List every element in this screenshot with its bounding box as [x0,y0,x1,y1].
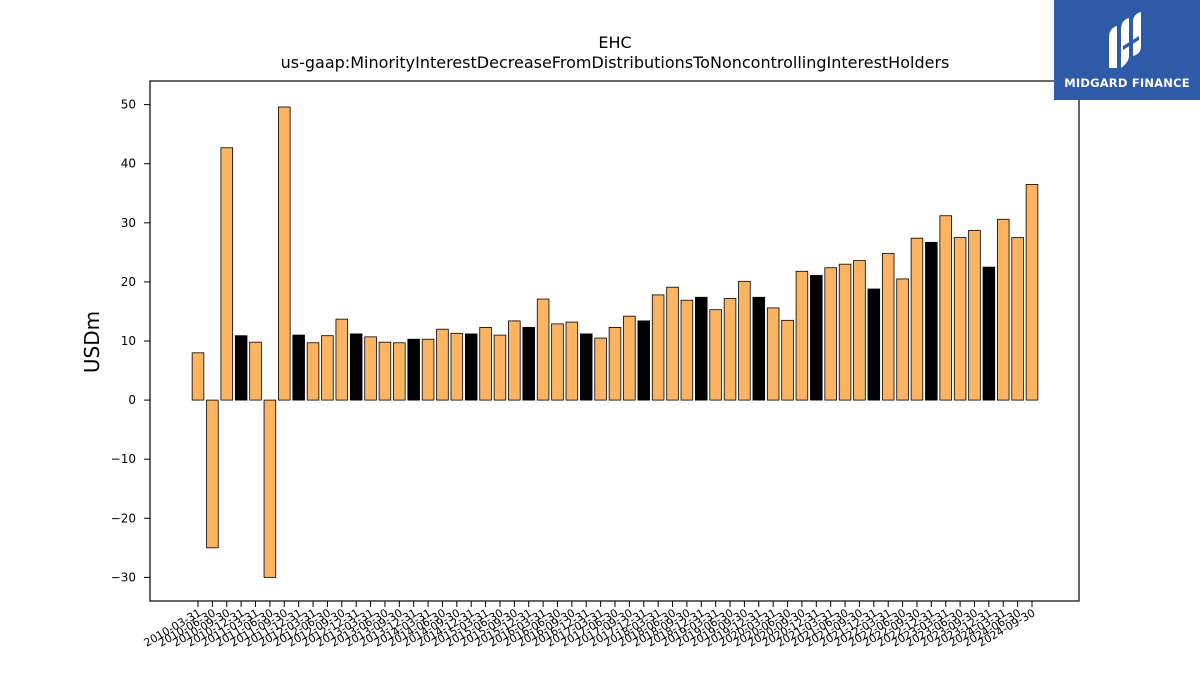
bar-2021-03-31 [824,267,837,401]
chart-title: EHC [598,33,631,52]
bar-2011-09-30 [278,106,291,401]
y-tick-label: −20 [111,511,136,525]
y-tick-label: 0 [128,393,136,407]
y-tick-label: 40 [121,157,136,171]
bar-2015-12-31 [522,327,535,401]
y-tick-label: −30 [111,570,136,584]
y-axis-label: USDm [80,311,104,373]
chart-subtitle: us-gaap:MinorityInterestDecreaseFromDist… [281,53,950,72]
bar-2011-03-31 [249,341,262,401]
bar-2015-03-31 [479,327,492,401]
y-tick-label: −10 [111,452,136,466]
bar-2014-03-31 [421,338,435,401]
bar-2019-03-31 [709,309,722,401]
bar-2023-06-30 [953,237,967,401]
bar-2023-12-31 [982,266,996,401]
bar-2012-09-30 [335,318,349,401]
bar-2013-12-31 [407,338,420,401]
bar-2019-09-30 [738,280,751,401]
bar-2016-06-30 [551,323,564,401]
bar-2017-09-30 [623,315,636,401]
bar-2021-09-30 [853,260,866,401]
bar-2020-03-31 [766,307,780,401]
bar-2021-12-31 [867,288,881,401]
bar-2018-12-31 [695,296,708,401]
bar-2017-03-31 [594,337,607,401]
x-ticks-layer: 2010-03-312010-06-302010-09-302010-12-31… [142,601,1038,650]
bar-2023-03-31 [939,215,952,401]
bar-2014-12-31 [464,333,478,401]
bar-2010-06-30 [206,399,219,549]
y-tick-label: 30 [121,216,136,230]
bar-2012-12-31 [349,333,363,401]
bar-2015-06-30 [493,334,507,401]
bar-2017-06-30 [608,327,622,401]
y-ticks-layer: −30 −20 −10 0 10 20 30 40 50 [111,98,150,584]
bar-2016-03-31 [536,298,550,401]
bar-2023-09-30 [968,230,981,401]
bar-2021-06-30 [838,263,852,401]
bar-2016-09-30 [565,321,579,401]
bar-2011-12-31 [292,334,305,401]
bar-2012-03-31 [306,342,320,401]
midgard-logo-icon [1109,12,1141,68]
bar-2018-09-30 [680,299,694,401]
bar-2022-09-30 [910,237,924,401]
midgard-logo: MIDGARD FINANCE [1054,0,1200,100]
bar-2018-03-31 [651,294,665,401]
bar-2022-12-31 [925,241,938,401]
bar-2010-12-31 [234,335,248,401]
bar-2020-12-31 [810,275,823,401]
bar-2011-06-30 [263,399,277,578]
bar-2022-03-31 [881,253,895,401]
bar-2010-09-30 [220,147,234,401]
bar-2014-06-30 [436,328,449,401]
bar-2012-06-30 [321,335,334,401]
bar-2020-09-30 [795,270,809,401]
bar-2017-12-31 [637,320,651,401]
bar-2010-03-31 [191,352,205,401]
bar-2013-09-30 [393,342,406,401]
bar-2024-09-30 [1025,184,1039,401]
bar-2024-06-30 [1011,237,1024,401]
bar-2022-06-30 [896,278,909,401]
bar-2020-06-30 [781,319,794,401]
bar-2019-06-30 [723,298,737,401]
y-tick-label: 50 [121,98,136,112]
bar-2014-09-30 [450,332,464,401]
bars-layer [191,106,1039,578]
bar-2013-03-31 [364,336,377,401]
bar-2018-06-30 [666,286,679,401]
bar-2024-03-31 [996,218,1010,401]
y-tick-label: 20 [121,275,136,289]
bar-2013-06-30 [378,341,392,401]
logo-text: MIDGARD FINANCE [1064,76,1190,90]
bar-2019-12-31 [752,296,766,401]
y-tick-label: 10 [121,334,136,348]
bar-2016-12-31 [579,333,593,401]
bar-2015-09-30 [508,320,521,401]
plot-frame [149,80,1080,602]
